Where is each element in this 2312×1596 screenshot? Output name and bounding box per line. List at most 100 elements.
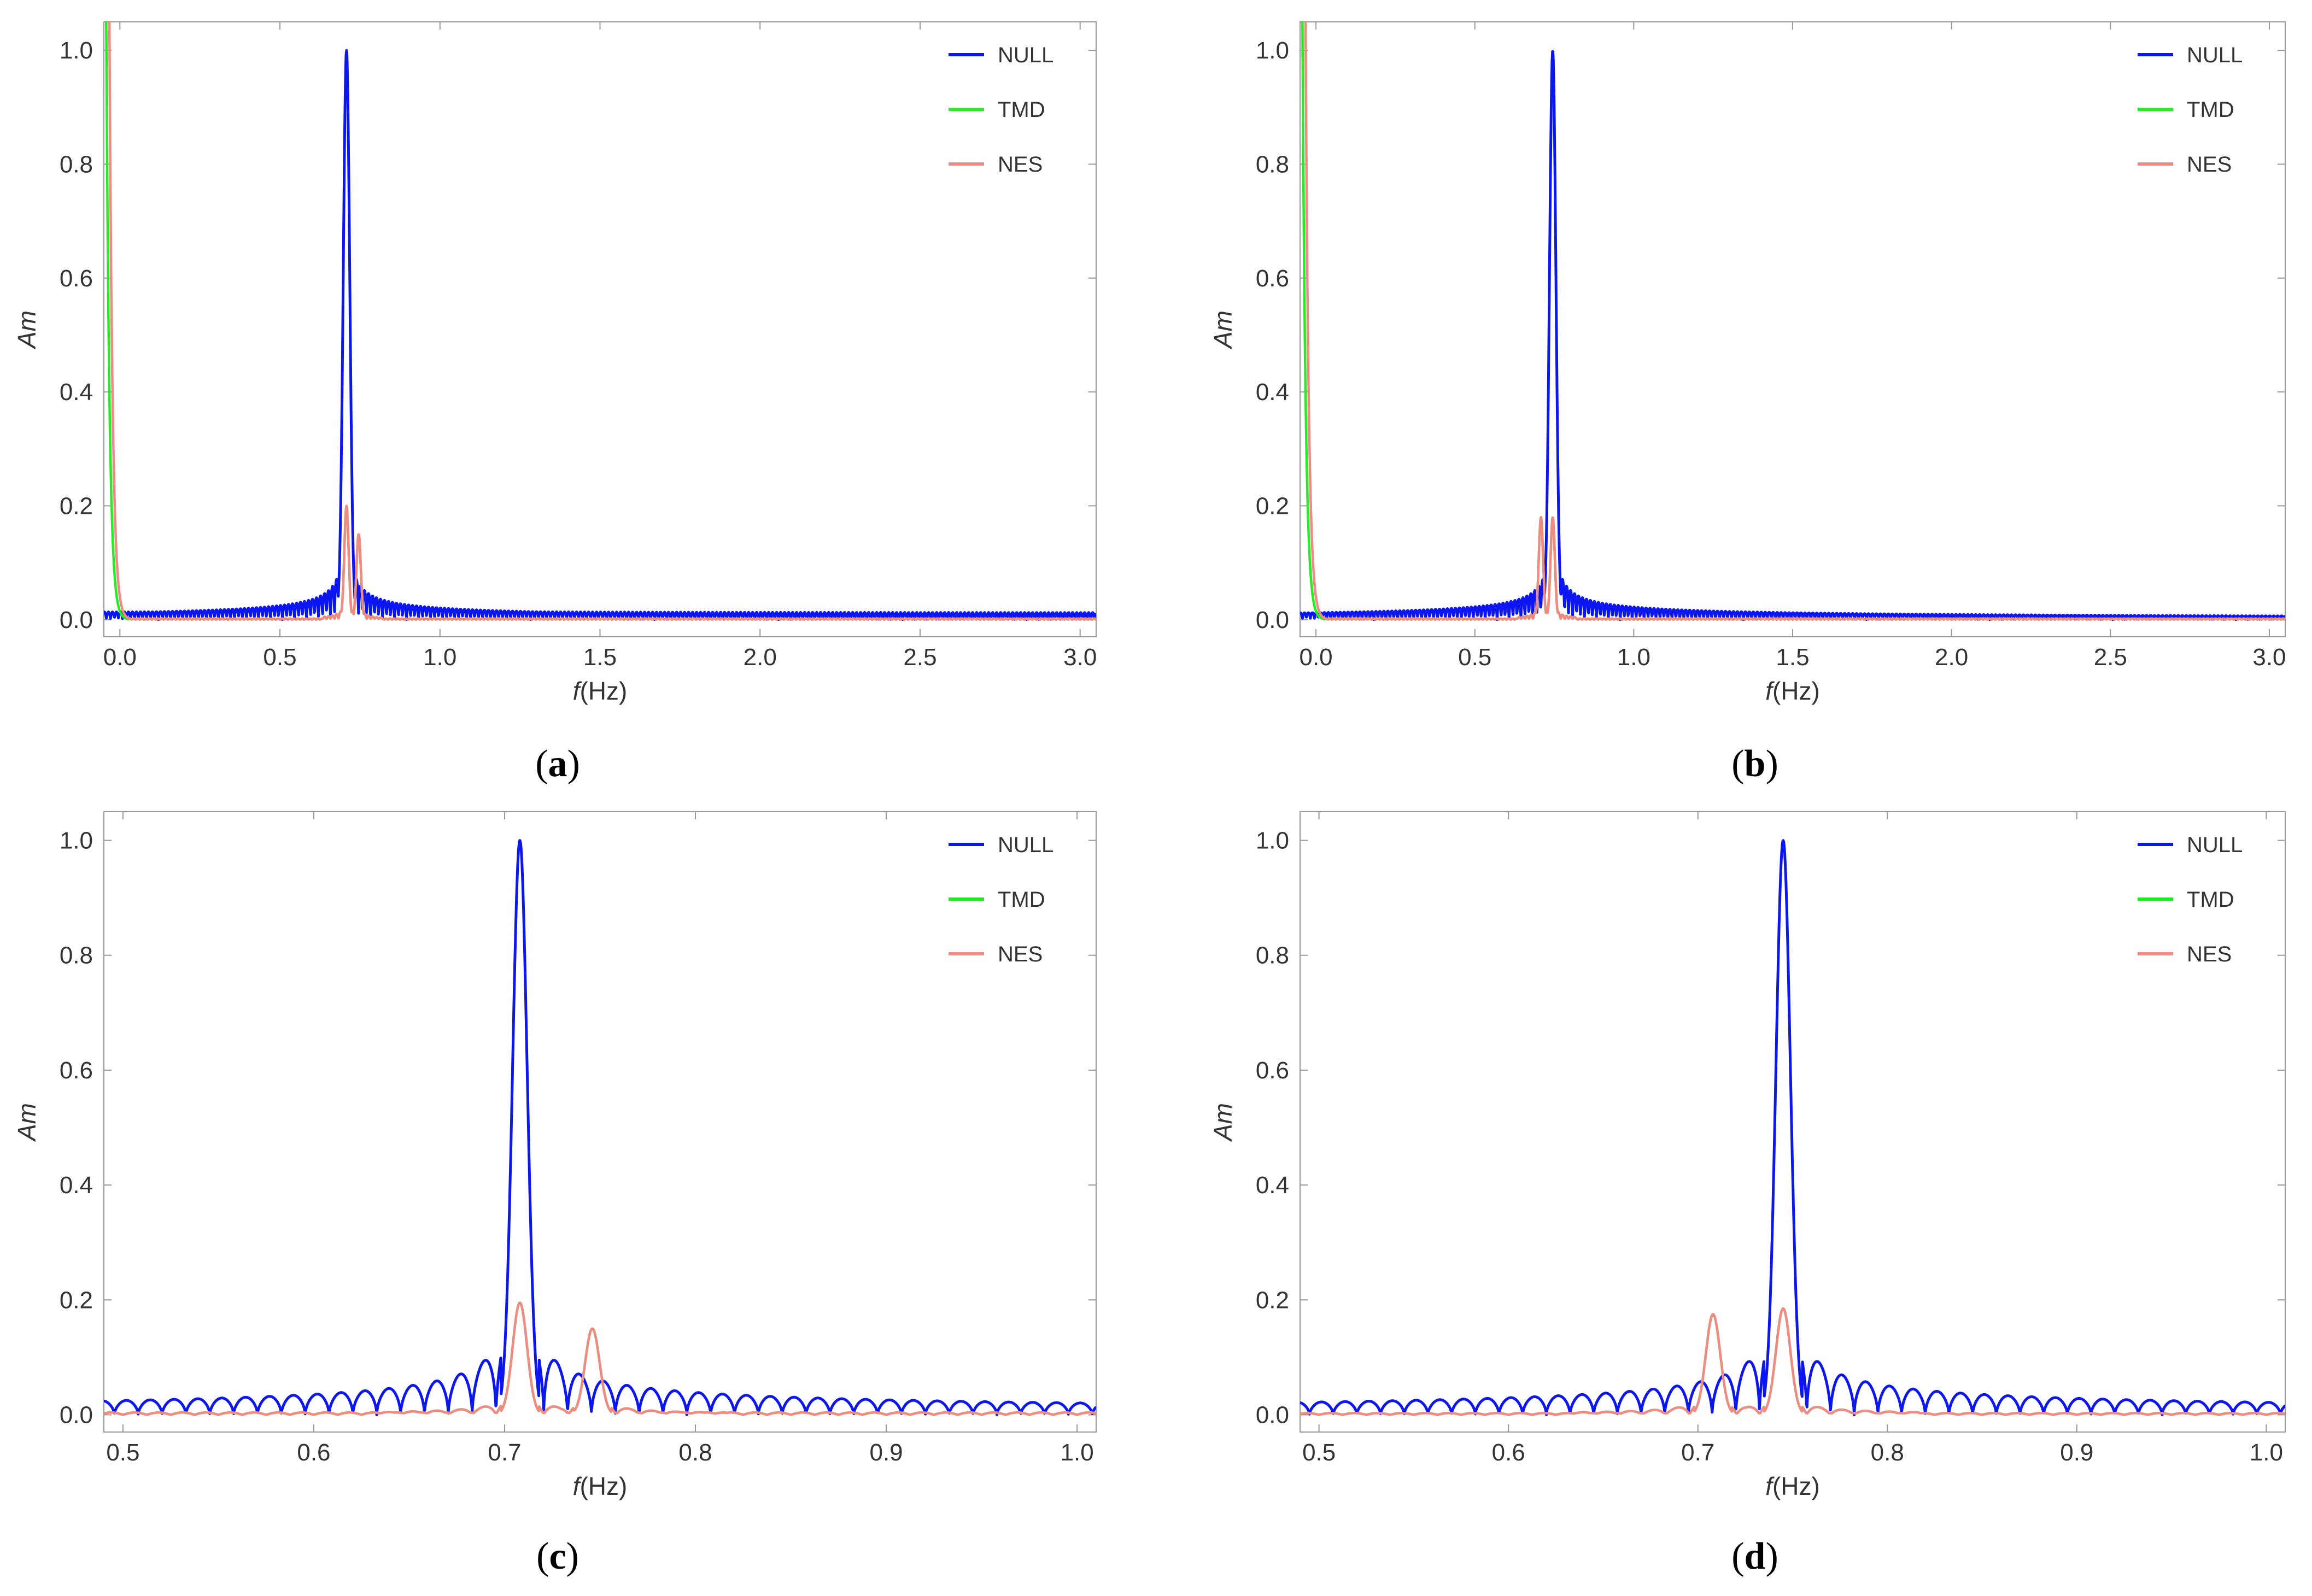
series-nes-line xyxy=(1304,22,2285,621)
series-null-line xyxy=(104,49,1096,621)
x-axis-var: f xyxy=(1765,1472,1775,1500)
legend-label-nes: NES xyxy=(2187,942,2232,966)
series-null-line xyxy=(1300,50,2285,621)
x-tick-label: 0.0 xyxy=(103,644,137,671)
y-tick-label: 1.0 xyxy=(1256,828,1289,854)
plot-frame xyxy=(1300,21,2286,637)
y-tick-label: 0.8 xyxy=(1256,942,1289,969)
x-tick-label: 2.0 xyxy=(744,644,777,671)
panel-caption: (c) xyxy=(536,1535,579,1577)
y-tick-label: 0.6 xyxy=(60,1057,93,1084)
x-tick-label: 0.5 xyxy=(263,644,296,671)
y-tick-label: 1.0 xyxy=(60,828,93,854)
legend-label-tmd: TMD xyxy=(2187,98,2234,122)
series-null-line xyxy=(1300,839,2285,1416)
y-tick-label: 0.0 xyxy=(60,607,93,633)
x-tick-label: 2.5 xyxy=(2094,644,2127,671)
y-axis-label: Am xyxy=(13,1103,41,1142)
y-tick-label: 0.4 xyxy=(1256,379,1289,406)
plot-frame xyxy=(1300,811,2286,1433)
legend-label-tmd: TMD xyxy=(998,888,1045,912)
x-tick-label: 2.0 xyxy=(1935,644,1968,671)
x-axis-var: f xyxy=(1765,677,1775,705)
panel-b: 0.0 0.5 1.0 1.5 2.0 2.5 3.0 0.0 0.2 0.4 0.6 0.8 1.0 f… xyxy=(1209,21,2286,785)
y-tick-label: 1.0 xyxy=(1256,37,1289,64)
x-tick-label: 0.7 xyxy=(488,1439,521,1466)
y-axis-label: Am xyxy=(13,310,41,350)
x-tick-label: 0.9 xyxy=(2060,1439,2093,1466)
legend-label-tmd: TMD xyxy=(2187,888,2234,912)
series-nes-line xyxy=(104,1301,1096,1416)
x-tick-label: 1.0 xyxy=(1061,1439,1094,1466)
series-nes-line xyxy=(1300,1307,2285,1416)
y-tick-label: 0.6 xyxy=(1256,1057,1289,1084)
y-tick-label: 0.8 xyxy=(60,942,93,969)
y-tick-label: 1.0 xyxy=(60,37,93,64)
x-tick-label: 1.5 xyxy=(583,644,617,671)
x-tick-label: 3.0 xyxy=(2252,644,2286,671)
y-tick-label: 0.2 xyxy=(1256,1287,1289,1313)
panel-caption: (b) xyxy=(1731,743,1778,785)
y-tick-label: 0.0 xyxy=(60,1401,93,1428)
y-tick-label: 0.8 xyxy=(1256,151,1289,178)
x-tick-label: 0.5 xyxy=(1302,1439,1336,1466)
y-tick-label: 0.4 xyxy=(60,379,93,406)
x-tick-label: 0.8 xyxy=(1871,1439,1904,1466)
x-tick-label: 0.6 xyxy=(1492,1439,1525,1466)
series-tmd-line xyxy=(1301,22,2285,621)
legend-label-null: NULL xyxy=(2187,43,2243,67)
x-tick-label: 0.0 xyxy=(1299,644,1332,671)
x-tick-label: 0.5 xyxy=(106,1439,139,1466)
x-tick-label: 0.9 xyxy=(869,1439,903,1466)
x-axis-unit: (Hz) xyxy=(580,1472,627,1500)
legend-label-nes: NES xyxy=(998,942,1043,966)
y-axis-label: Am xyxy=(1209,310,1237,350)
y-tick-label: 0.2 xyxy=(1256,492,1289,519)
x-tick-label: 1.5 xyxy=(1776,644,1809,671)
x-tick-label: 0.6 xyxy=(297,1439,330,1466)
panel-caption: (d) xyxy=(1731,1535,1778,1577)
legend-label-tmd: TMD xyxy=(998,98,1045,122)
x-axis-unit: (Hz) xyxy=(1772,677,1820,705)
y-tick-label: 0.6 xyxy=(60,265,93,292)
y-tick-label: 0.4 xyxy=(60,1172,93,1199)
plot-frame xyxy=(103,21,1097,637)
x-axis-label: f(Hz) xyxy=(573,677,628,705)
series-tmd-line xyxy=(105,22,1096,621)
legend-label-null: NULL xyxy=(998,43,1053,67)
y-axis-label: Am xyxy=(1209,1103,1237,1142)
x-axis-label: f(Hz) xyxy=(573,1472,628,1500)
x-tick-label: 1.0 xyxy=(1617,644,1650,671)
y-tick-label: 0.6 xyxy=(1256,265,1289,292)
panel-c: 0.5 0.6 0.7 0.8 0.9 1.0 0.0 0.2 0.4 0.6 0.8 1.0 f(Hz… xyxy=(13,811,1097,1577)
y-tick-label: 0.8 xyxy=(60,151,93,178)
x-axis-var: f xyxy=(573,677,582,705)
x-axis-unit: (Hz) xyxy=(1772,1472,1820,1500)
y-tick-label: 0.4 xyxy=(1256,1172,1289,1199)
x-tick-label: 1.0 xyxy=(423,644,456,671)
x-tick-label: 0.8 xyxy=(678,1439,712,1466)
legend-label-null: NULL xyxy=(2187,833,2243,857)
legend-label-nes: NES xyxy=(2187,152,2232,177)
series-null-line xyxy=(104,839,1096,1416)
y-tick-label: 0.2 xyxy=(60,492,93,519)
series-nes-line xyxy=(108,22,1096,621)
panel-a: 0.0 0.5 1.0 1.5 2.0 2.5 3.0 0.0 0.2 0.4 0.6 0.8 1.0 f… xyxy=(13,21,1097,785)
x-tick-label: 0.7 xyxy=(1681,1439,1714,1466)
x-axis-label: f(Hz) xyxy=(1765,1472,1820,1500)
panel-d: 0.5 0.6 0.7 0.8 0.9 1.0 0.0 0.2 0.4 0.6 0.8 1.0 f(Hz… xyxy=(1209,811,2286,1577)
y-tick-label: 0.0 xyxy=(1256,607,1289,633)
y-tick-label: 0.0 xyxy=(1256,1401,1289,1428)
legend-label-null: NULL xyxy=(998,833,1053,857)
x-tick-label: 0.5 xyxy=(1458,644,1491,671)
legend-label-nes: NES xyxy=(998,152,1043,177)
x-axis-var: f xyxy=(573,1472,582,1500)
x-axis-label: f(Hz) xyxy=(1765,677,1820,705)
x-tick-label: 2.5 xyxy=(903,644,936,671)
x-tick-label: 3.0 xyxy=(1063,644,1097,671)
plot-frame xyxy=(103,811,1097,1433)
y-tick-label: 0.2 xyxy=(60,1287,93,1313)
x-axis-unit: (Hz) xyxy=(580,677,627,705)
x-tick-label: 1.0 xyxy=(2250,1439,2283,1466)
